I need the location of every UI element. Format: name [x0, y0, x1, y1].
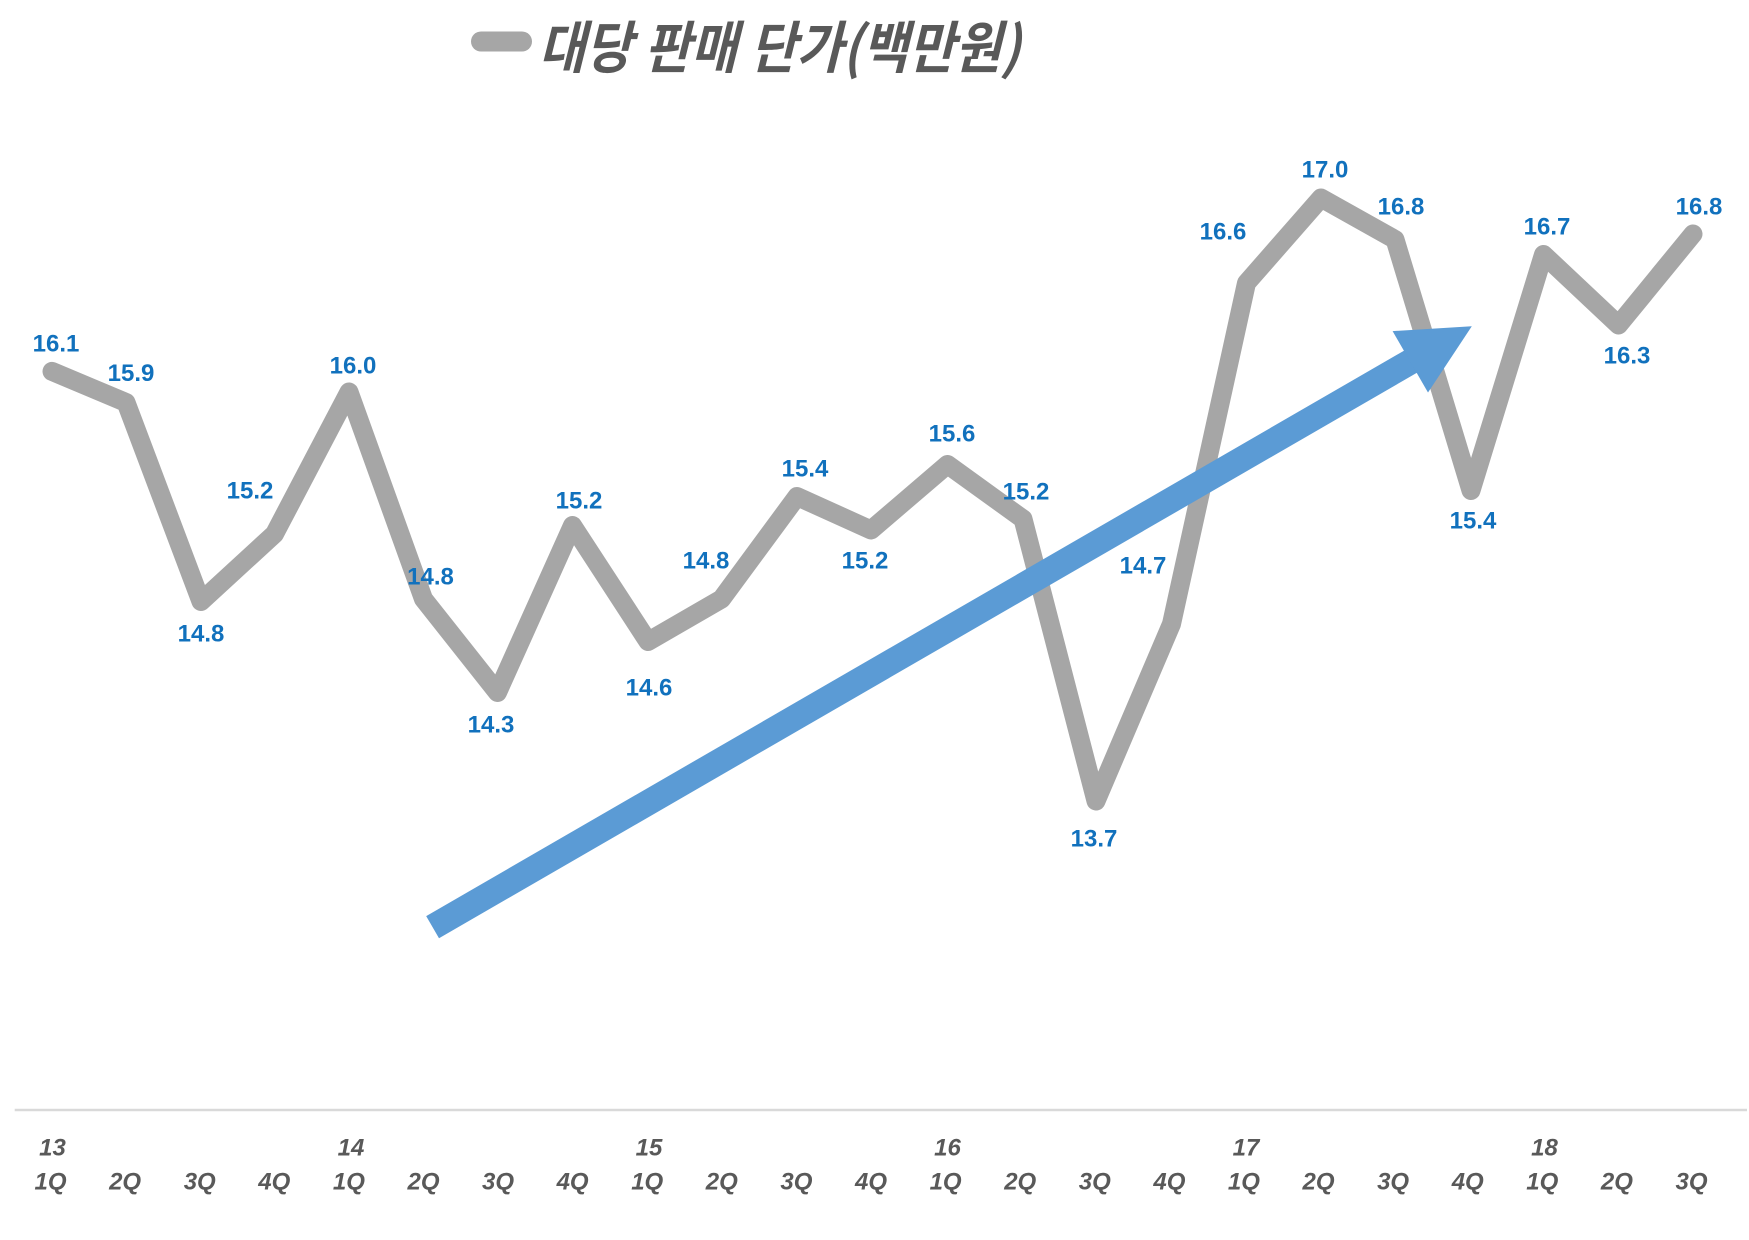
svg-text:16.7: 16.7 [1524, 214, 1571, 241]
svg-text:16.1: 16.1 [33, 331, 80, 358]
svg-text:13: 13 [39, 1135, 66, 1162]
svg-text:3Q: 3Q [184, 1169, 216, 1196]
svg-text:16.8: 16.8 [1676, 194, 1723, 221]
svg-text:2Q: 2Q [1301, 1169, 1334, 1196]
svg-text:15.2: 15.2 [556, 488, 603, 515]
svg-text:16.0: 16.0 [330, 353, 377, 380]
svg-text:1Q: 1Q [333, 1169, 365, 1196]
svg-text:15.4: 15.4 [782, 456, 829, 483]
svg-text:16.8: 16.8 [1378, 194, 1425, 221]
svg-text:14.8: 14.8 [407, 564, 454, 591]
svg-text:4Q: 4Q [257, 1169, 290, 1196]
svg-text:2Q: 2Q [406, 1169, 439, 1196]
svg-text:17.0: 17.0 [1302, 157, 1349, 184]
svg-text:2Q: 2Q [1003, 1169, 1036, 1196]
svg-text:3Q: 3Q [482, 1169, 514, 1196]
svg-text:17: 17 [1233, 1135, 1261, 1162]
svg-text:3Q: 3Q [1675, 1169, 1707, 1196]
svg-text:14: 14 [338, 1135, 365, 1162]
svg-text:4Q: 4Q [1451, 1169, 1484, 1196]
svg-text:16.3: 16.3 [1604, 343, 1651, 370]
svg-text:15: 15 [636, 1135, 663, 1162]
svg-text:4Q: 4Q [1152, 1169, 1185, 1196]
svg-text:15.2: 15.2 [227, 478, 274, 505]
svg-text:16.6: 16.6 [1200, 219, 1247, 246]
svg-text:4Q: 4Q [854, 1169, 887, 1196]
svg-text:16: 16 [934, 1135, 961, 1162]
svg-text:2Q: 2Q [705, 1169, 738, 1196]
svg-text:14.6: 14.6 [626, 675, 673, 702]
svg-text:15.6: 15.6 [929, 421, 976, 448]
svg-text:14.3: 14.3 [468, 712, 515, 739]
svg-text:1Q: 1Q [1526, 1169, 1558, 1196]
svg-text:13.7: 13.7 [1071, 826, 1118, 853]
svg-text:15.9: 15.9 [108, 360, 155, 387]
svg-text:3Q: 3Q [1079, 1169, 1111, 1196]
svg-text:2Q: 2Q [1600, 1169, 1633, 1196]
svg-text:1Q: 1Q [1228, 1169, 1260, 1196]
svg-text:15.4: 15.4 [1450, 508, 1497, 535]
svg-text:2Q: 2Q [108, 1169, 141, 1196]
svg-text:3Q: 3Q [780, 1169, 812, 1196]
svg-text:15.2: 15.2 [842, 548, 889, 575]
svg-text:3Q: 3Q [1377, 1169, 1409, 1196]
svg-text:4Q: 4Q [556, 1169, 589, 1196]
svg-text:1Q: 1Q [930, 1169, 962, 1196]
svg-text:15.2: 15.2 [1003, 479, 1050, 506]
svg-text:14.7: 14.7 [1120, 553, 1167, 580]
svg-text:18: 18 [1531, 1135, 1558, 1162]
svg-text:14.8: 14.8 [683, 548, 730, 575]
svg-text:1Q: 1Q [631, 1169, 663, 1196]
svg-text:14.8: 14.8 [178, 621, 225, 648]
svg-text:1Q: 1Q [34, 1169, 66, 1196]
